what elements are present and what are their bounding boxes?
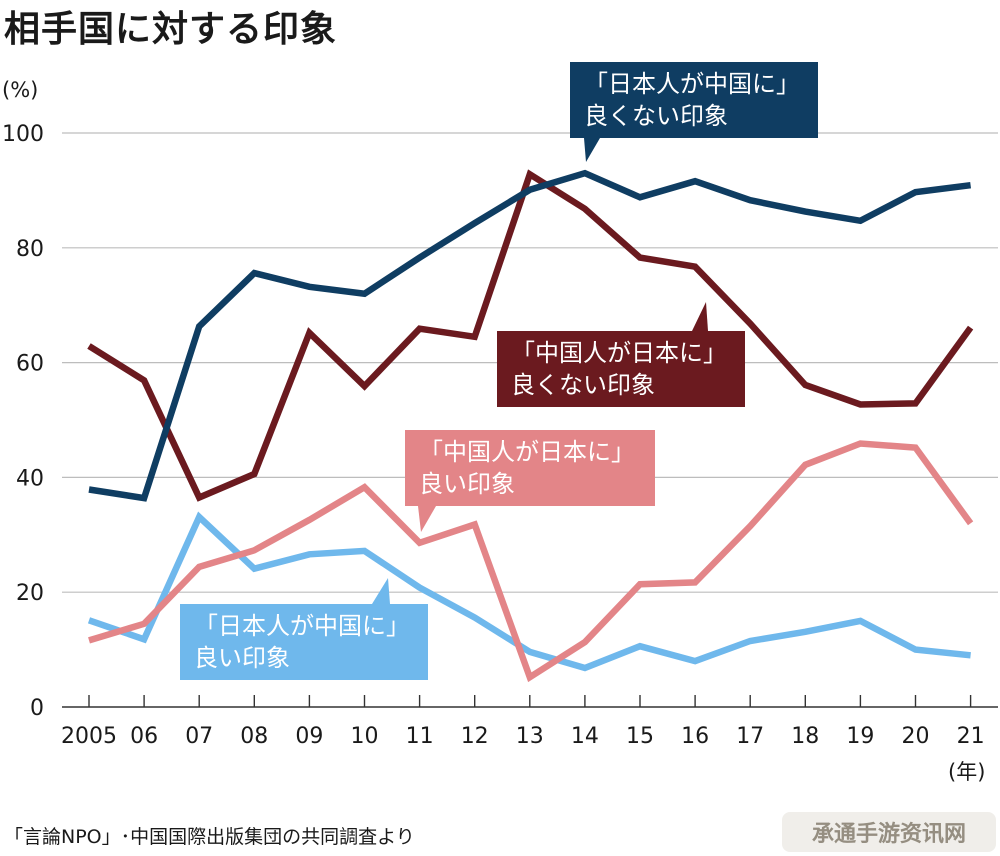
legend-callout-line2: 良い印象 xyxy=(419,470,515,498)
source-note: 「言論NPO」･中国国際出版集団の共同調査より xyxy=(4,826,415,848)
callout-pointer xyxy=(372,578,390,604)
legend-callout-line1: 「日本人が中国に」 xyxy=(194,612,410,640)
callout-pointer xyxy=(418,506,436,532)
y-tick-label: 40 xyxy=(16,466,44,491)
watermark: 承通手游资讯网 xyxy=(782,812,996,852)
x-tick-label: 16 xyxy=(681,724,709,749)
x-tick-label: 07 xyxy=(185,724,213,749)
callout-pointer xyxy=(584,138,600,162)
x-tick-label: 12 xyxy=(461,724,489,749)
y-tick-label: 0 xyxy=(30,696,44,721)
x-tick-label: 10 xyxy=(351,724,379,749)
x-axis-unit: (年) xyxy=(948,760,986,784)
legend-callout-line1: 「中国人が日本に」 xyxy=(419,438,635,466)
x-tick-label: 15 xyxy=(626,724,654,749)
x-tick-label: 18 xyxy=(791,724,819,749)
legend-callout-jp-bad: 「日本人が中国に」 良くない印象 xyxy=(570,62,818,138)
y-tick-label: 100 xyxy=(2,122,44,147)
x-tick-label: 2005 xyxy=(61,724,117,749)
y-tick-label: 20 xyxy=(16,581,44,606)
x-tick-label: 17 xyxy=(736,724,764,749)
legend-callout-jp-good: 「日本人が中国に」 良い印象 xyxy=(180,604,428,680)
page-title: 相手国に対する印象 xyxy=(4,9,338,50)
legend-callout-cn-bad: 「中国人が日本に」 良くない印象 xyxy=(497,331,745,407)
x-tick-label: 13 xyxy=(516,724,544,749)
legend-callout-cn-good: 「中国人が日本に」 良い印象 xyxy=(405,430,655,506)
legend-callout-line1: 「中国人が日本に」 xyxy=(511,339,727,367)
callout-pointer xyxy=(692,302,708,331)
series-line xyxy=(88,440,974,683)
x-tick-label: 09 xyxy=(295,724,323,749)
series-line xyxy=(87,511,971,672)
series-line xyxy=(88,169,972,502)
y-tick-label: 60 xyxy=(16,352,44,377)
x-tick-label: 14 xyxy=(571,724,599,749)
y-tick-label: 80 xyxy=(16,237,44,262)
x-tick-label: 19 xyxy=(846,724,874,749)
legend-callout-line1: 「日本人が中国に」 xyxy=(584,70,800,98)
legend-callout-line2: 良い印象 xyxy=(194,644,290,672)
y-axis-unit: (%) xyxy=(2,78,39,102)
series-line xyxy=(87,169,974,502)
x-tick-label: 20 xyxy=(902,724,930,749)
legend-callout-line2: 良くない印象 xyxy=(584,102,728,130)
x-tick-label: 11 xyxy=(406,724,434,749)
x-tick-label: 06 xyxy=(130,724,158,749)
legend-callout-line2: 良くない印象 xyxy=(511,371,655,399)
x-tick-label: 08 xyxy=(240,724,268,749)
x-tick-label: 21 xyxy=(957,724,985,749)
